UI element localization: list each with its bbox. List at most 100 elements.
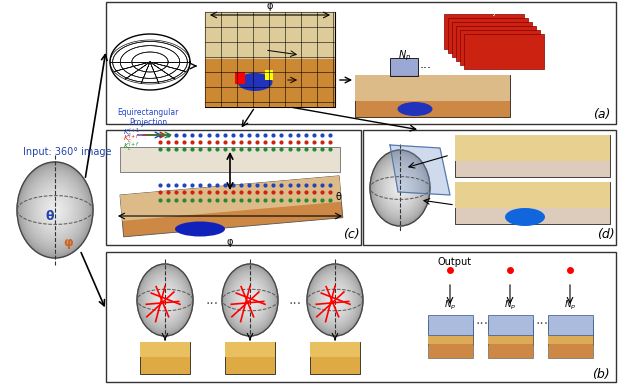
Text: $N_p$: $N_p$ (564, 298, 576, 311)
Ellipse shape (227, 271, 273, 329)
Bar (390, 58, 418, 76)
Ellipse shape (311, 270, 358, 330)
Ellipse shape (19, 164, 91, 257)
Ellipse shape (242, 290, 258, 310)
Bar (225, 342, 275, 357)
Ellipse shape (334, 299, 336, 301)
Text: (b): (b) (593, 368, 610, 381)
Bar (455, 182, 610, 208)
Ellipse shape (222, 264, 278, 336)
Text: (c): (c) (344, 228, 360, 241)
Ellipse shape (161, 295, 169, 305)
Ellipse shape (331, 294, 340, 306)
Ellipse shape (53, 207, 57, 213)
Ellipse shape (328, 290, 342, 310)
Ellipse shape (229, 273, 271, 326)
Ellipse shape (232, 277, 268, 323)
Ellipse shape (331, 295, 339, 305)
Text: Output: Output (438, 257, 472, 267)
Bar (205, 12, 335, 59)
Ellipse shape (45, 197, 65, 223)
Ellipse shape (148, 278, 182, 322)
Ellipse shape (315, 275, 355, 325)
Ellipse shape (21, 167, 89, 253)
Ellipse shape (377, 159, 423, 217)
Ellipse shape (237, 283, 263, 317)
Ellipse shape (324, 286, 346, 314)
Ellipse shape (137, 264, 193, 336)
Ellipse shape (23, 170, 87, 250)
Ellipse shape (41, 192, 69, 228)
Ellipse shape (231, 276, 269, 324)
Ellipse shape (162, 296, 168, 304)
Ellipse shape (323, 285, 347, 316)
Ellipse shape (236, 282, 264, 318)
Bar (488, 325, 533, 345)
Bar (455, 182, 610, 224)
Ellipse shape (382, 165, 418, 211)
Ellipse shape (138, 265, 192, 335)
Ellipse shape (150, 281, 180, 319)
Bar (548, 315, 593, 335)
Ellipse shape (390, 175, 410, 201)
Bar (488, 330, 533, 358)
Ellipse shape (27, 175, 83, 245)
Ellipse shape (317, 277, 353, 323)
Bar (428, 330, 473, 358)
Bar (548, 325, 593, 345)
Ellipse shape (140, 268, 190, 333)
Ellipse shape (231, 275, 269, 325)
Text: Input: 360° image: Input: 360° image (23, 147, 111, 157)
Ellipse shape (48, 200, 62, 220)
Bar (460, 30, 540, 65)
Ellipse shape (149, 280, 181, 320)
Ellipse shape (225, 268, 275, 333)
Ellipse shape (379, 161, 421, 215)
Ellipse shape (397, 184, 403, 192)
Ellipse shape (386, 170, 414, 206)
Ellipse shape (313, 272, 357, 328)
Ellipse shape (240, 288, 260, 312)
Ellipse shape (383, 167, 417, 210)
Bar (205, 12, 335, 107)
Bar (488, 330, 533, 344)
Ellipse shape (320, 281, 350, 319)
Ellipse shape (233, 278, 267, 322)
Ellipse shape (156, 288, 174, 312)
Ellipse shape (378, 160, 422, 216)
Text: (a): (a) (593, 108, 610, 121)
Bar (120, 176, 343, 237)
Bar (355, 75, 510, 101)
Ellipse shape (308, 265, 362, 335)
Bar (355, 75, 510, 117)
Ellipse shape (376, 157, 424, 218)
Ellipse shape (394, 180, 406, 195)
Ellipse shape (142, 270, 188, 330)
Polygon shape (390, 145, 450, 195)
Text: θ: θ (335, 192, 341, 202)
Text: $N_p$: $N_p$ (504, 298, 516, 311)
Bar (120, 147, 340, 172)
Ellipse shape (226, 269, 274, 331)
Text: θ: θ (45, 210, 54, 223)
Bar (140, 342, 190, 374)
Ellipse shape (54, 209, 56, 212)
Ellipse shape (247, 296, 253, 304)
Ellipse shape (26, 173, 84, 247)
Ellipse shape (372, 152, 428, 223)
Ellipse shape (318, 278, 352, 322)
Text: $K_c^{l+f}$: $K_c^{l+f}$ (123, 140, 140, 154)
Ellipse shape (374, 155, 426, 221)
Ellipse shape (397, 102, 433, 116)
Ellipse shape (371, 151, 429, 225)
Ellipse shape (310, 268, 360, 333)
Ellipse shape (224, 266, 276, 334)
Ellipse shape (240, 287, 260, 313)
Ellipse shape (153, 285, 177, 316)
Ellipse shape (313, 271, 357, 329)
Ellipse shape (375, 156, 425, 220)
Bar (548, 320, 593, 340)
Text: $N_p$: $N_p$ (398, 48, 411, 63)
Text: ...: ... (289, 293, 302, 307)
Ellipse shape (43, 194, 67, 226)
